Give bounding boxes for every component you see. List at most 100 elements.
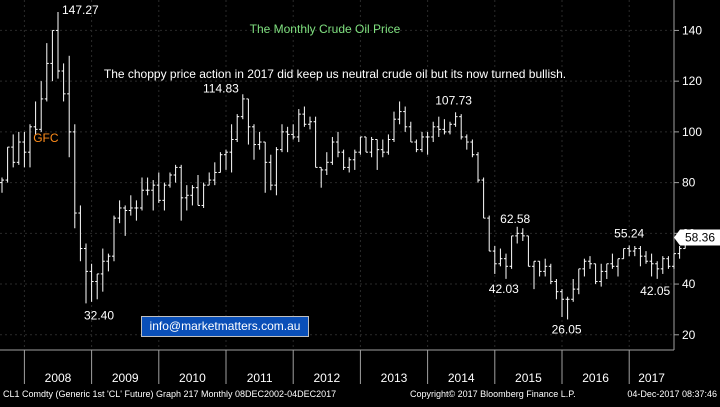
price-bar xyxy=(509,235,514,269)
price-bar xyxy=(610,253,615,269)
chart-title: The Monthly Crude Oil Price xyxy=(250,22,401,36)
price-bar xyxy=(403,106,408,132)
price-bar xyxy=(649,253,654,277)
price-bar xyxy=(56,11,60,79)
price-bar xyxy=(481,177,486,219)
price-bar xyxy=(336,131,340,158)
price-bar xyxy=(616,258,620,277)
price-bar xyxy=(252,124,256,160)
price-bar xyxy=(112,215,116,262)
last-price-pointer xyxy=(674,229,680,246)
price-annotation: 42.03 xyxy=(489,282,519,296)
price-bar xyxy=(364,136,368,153)
x-axis: 2008 2009 2010 2011 2012 2013 2014 2015 2016 2017 xyxy=(23,350,665,385)
price-bar xyxy=(655,261,660,279)
price-bar xyxy=(448,121,452,135)
price-bar xyxy=(22,131,27,168)
price-bar xyxy=(408,121,413,143)
price-bar xyxy=(173,164,178,183)
price-annotation: 26.05 xyxy=(552,322,582,336)
price-bar xyxy=(498,248,503,267)
price-bar xyxy=(672,253,676,269)
price-bar xyxy=(414,139,419,153)
x-tick-label: 2015 xyxy=(515,371,542,385)
price-bar xyxy=(324,152,329,175)
x-tick-label: 2013 xyxy=(381,371,408,385)
price-bar xyxy=(632,246,637,257)
last-price-marker: 58.36 xyxy=(674,229,720,246)
price-bar xyxy=(89,263,94,302)
y-tick-label: 140 xyxy=(682,23,702,37)
price-bar xyxy=(296,109,301,143)
annotations: 147.27 GFC 32.40 114.83 107.73 62.58 42.03 55.2… xyxy=(33,3,670,336)
price-bar xyxy=(313,116,318,168)
price-bar xyxy=(420,131,424,153)
price-bar xyxy=(44,43,49,102)
price-bar xyxy=(106,253,111,272)
price-bar xyxy=(33,101,38,135)
price-bar xyxy=(520,228,525,241)
x-tick-label: 2012 xyxy=(313,371,340,385)
x-tick-label: 2014 xyxy=(448,371,475,385)
price-bar xyxy=(599,263,604,287)
price-bar xyxy=(39,81,44,132)
price-bar xyxy=(425,131,430,155)
price-bar xyxy=(560,289,564,318)
y-tick-label: 20 xyxy=(682,328,696,342)
footer-timestamp: 04-Dec-2017 08:37:46 xyxy=(627,389,717,399)
price-annotation: 114.83 xyxy=(203,81,239,95)
last-price-box xyxy=(680,229,720,246)
price-bar xyxy=(537,260,542,277)
price-bar xyxy=(100,248,105,292)
price-bar xyxy=(386,134,391,155)
price-bar xyxy=(145,177,150,196)
price-bar xyxy=(621,248,626,260)
price-bar xyxy=(184,185,189,211)
price-bar xyxy=(392,111,396,143)
price-bar xyxy=(526,235,531,267)
price-bar xyxy=(207,172,212,186)
price-bar xyxy=(156,172,161,203)
price-bar xyxy=(5,146,10,183)
x-tick-label: 2011 xyxy=(247,371,273,385)
price-bar xyxy=(78,205,83,262)
price-series xyxy=(0,11,693,320)
price-bar xyxy=(302,106,307,127)
x-tick-label: 2009 xyxy=(112,371,139,385)
price-annotation: 55.24 xyxy=(614,226,644,240)
price-bar xyxy=(554,278,559,300)
contact-email-link[interactable]: info@marketmatters.com.au xyxy=(141,316,309,337)
price-bar xyxy=(162,182,167,211)
y-tick-label: 100 xyxy=(682,125,702,139)
price-annotation: 107.73 xyxy=(435,93,472,107)
footer-copyright: Copyright© 2017 Bloomberg Finance L.P. xyxy=(410,389,576,399)
price-bar xyxy=(280,124,284,153)
price-bar xyxy=(50,29,55,82)
price-bar xyxy=(431,121,436,143)
price-bar xyxy=(677,246,682,259)
price-bar xyxy=(660,256,665,274)
price-bar xyxy=(464,134,469,150)
price-bar xyxy=(285,126,290,153)
price-bar xyxy=(61,63,66,102)
price-bar xyxy=(140,177,144,211)
price-bar xyxy=(212,162,217,186)
price-bar xyxy=(604,263,609,279)
price-bar xyxy=(196,175,200,206)
price-bar xyxy=(644,251,648,264)
price-bar xyxy=(543,258,548,277)
price-bar xyxy=(487,215,492,252)
price-bar xyxy=(459,114,464,140)
price-bar xyxy=(571,278,576,302)
price-bar xyxy=(341,149,346,170)
price-bar xyxy=(257,131,262,150)
price-bar xyxy=(380,139,385,158)
last-price-label: 58.36 xyxy=(685,230,715,244)
price-bar xyxy=(151,180,156,211)
price-bar xyxy=(0,177,4,193)
price-bar xyxy=(128,195,133,216)
price-bar xyxy=(246,98,251,145)
price-bar xyxy=(263,141,268,193)
price-bar xyxy=(67,55,72,158)
y-tick-label: 80 xyxy=(682,176,696,190)
